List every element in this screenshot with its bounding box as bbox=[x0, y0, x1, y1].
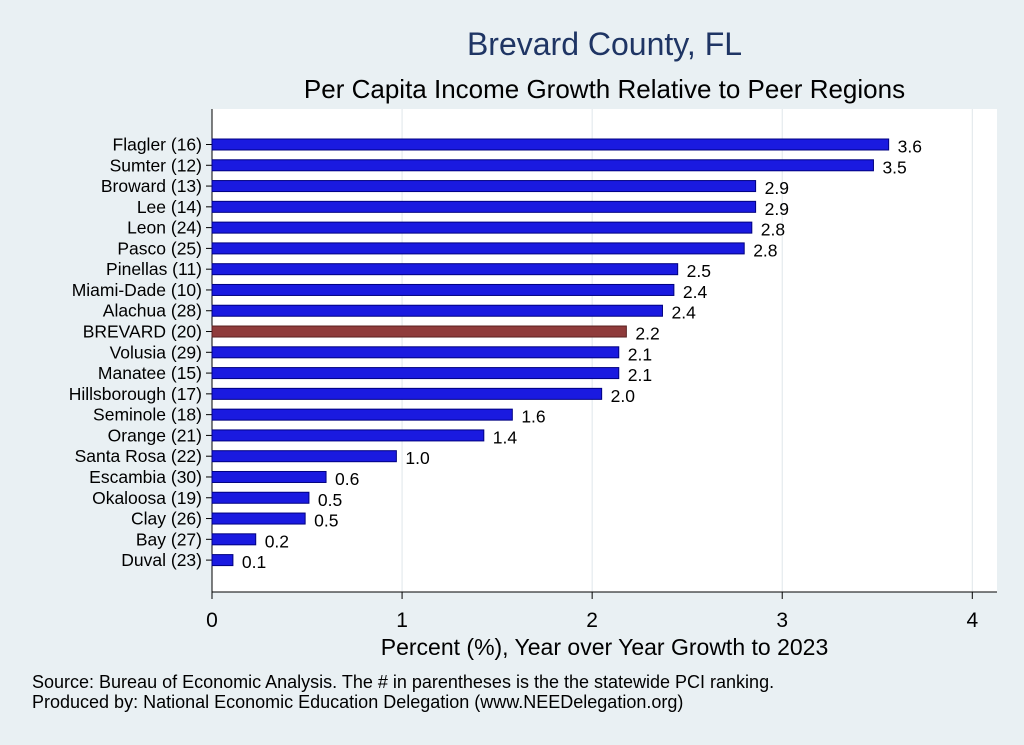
bar bbox=[211, 491, 310, 504]
value-label: 0.6 bbox=[335, 469, 359, 489]
x-tick-label: 3 bbox=[776, 609, 788, 632]
category-label: Lee (14) bbox=[137, 197, 202, 217]
category-label: Miami-Dade (10) bbox=[72, 280, 202, 300]
bar bbox=[211, 283, 675, 296]
value-label: 2.5 bbox=[687, 261, 711, 281]
value-label: 2.1 bbox=[628, 365, 652, 385]
category-label: Seminole (18) bbox=[93, 405, 202, 425]
value-label: 2.9 bbox=[765, 199, 789, 219]
bar bbox=[211, 346, 620, 359]
x-tick-label: 0 bbox=[206, 609, 218, 632]
value-label: 2.9 bbox=[765, 178, 789, 198]
bar bbox=[211, 200, 757, 213]
bar bbox=[211, 138, 890, 151]
category-label: Hillsborough (17) bbox=[69, 384, 202, 404]
bar bbox=[211, 429, 485, 442]
category-label: Clay (26) bbox=[131, 509, 202, 529]
x-tick-label: 1 bbox=[396, 609, 408, 632]
highlight-bar bbox=[211, 325, 627, 338]
value-label: 1.0 bbox=[405, 448, 430, 468]
value-label: 2.8 bbox=[753, 240, 777, 260]
category-label: Pinellas (11) bbox=[106, 259, 202, 279]
value-label: 2.1 bbox=[628, 344, 652, 364]
chart-title: Brevard County, FL bbox=[466, 26, 743, 62]
bar bbox=[211, 221, 753, 234]
value-label: 0.5 bbox=[318, 490, 342, 510]
value-label: 3.5 bbox=[882, 157, 906, 177]
category-label: Flagler (16) bbox=[113, 135, 202, 155]
bar bbox=[211, 304, 663, 317]
value-label: 2.2 bbox=[635, 324, 659, 344]
bar bbox=[211, 263, 679, 276]
category-label: Pasco (25) bbox=[117, 238, 202, 258]
chart-subtitle: Per Capita Income Growth Relative to Pee… bbox=[303, 74, 906, 104]
value-label: 2.8 bbox=[761, 220, 785, 240]
value-label: 2.4 bbox=[671, 303, 696, 323]
x-tick-label: 2 bbox=[586, 609, 598, 632]
category-label: BREVARD (20) bbox=[83, 322, 202, 342]
bar bbox=[211, 470, 327, 483]
category-label: Volusia (29) bbox=[110, 342, 202, 362]
value-label: 3.6 bbox=[898, 137, 922, 157]
category-label: Duval (23) bbox=[121, 550, 202, 570]
x-tick-label: 4 bbox=[966, 609, 978, 632]
bar bbox=[211, 242, 745, 255]
category-label: Manatee (15) bbox=[98, 363, 202, 383]
category-label: Santa Rosa (22) bbox=[75, 446, 202, 466]
bar bbox=[211, 159, 874, 172]
value-label: 0.2 bbox=[265, 531, 289, 551]
bar bbox=[211, 554, 234, 567]
bar bbox=[211, 512, 306, 525]
category-label: Bay (27) bbox=[136, 529, 202, 549]
category-label: Alachua (28) bbox=[103, 301, 202, 321]
category-label: Escambia (30) bbox=[89, 467, 202, 487]
value-label: 0.1 bbox=[242, 552, 266, 572]
category-label: Broward (13) bbox=[101, 176, 202, 196]
value-label: 2.0 bbox=[611, 386, 636, 406]
value-label: 1.4 bbox=[493, 427, 518, 447]
value-label: 2.4 bbox=[683, 282, 708, 302]
bar bbox=[211, 387, 603, 400]
bar bbox=[211, 367, 620, 380]
producer-note: Produced by: National Economic Education… bbox=[32, 692, 684, 712]
bar bbox=[211, 180, 757, 193]
source-note: Source: Bureau of Economic Analysis. The… bbox=[32, 672, 775, 692]
bar bbox=[211, 408, 513, 421]
value-label: 1.6 bbox=[521, 407, 545, 427]
category-label: Leon (24) bbox=[127, 218, 202, 238]
value-label: 0.5 bbox=[314, 511, 338, 531]
category-label: Okaloosa (19) bbox=[92, 488, 202, 508]
x-axis-label: Percent (%), Year over Year Growth to 20… bbox=[380, 634, 829, 660]
category-label: Sumter (12) bbox=[110, 155, 202, 175]
bar bbox=[211, 450, 397, 463]
bar bbox=[211, 533, 257, 546]
category-label: Orange (21) bbox=[108, 425, 202, 445]
